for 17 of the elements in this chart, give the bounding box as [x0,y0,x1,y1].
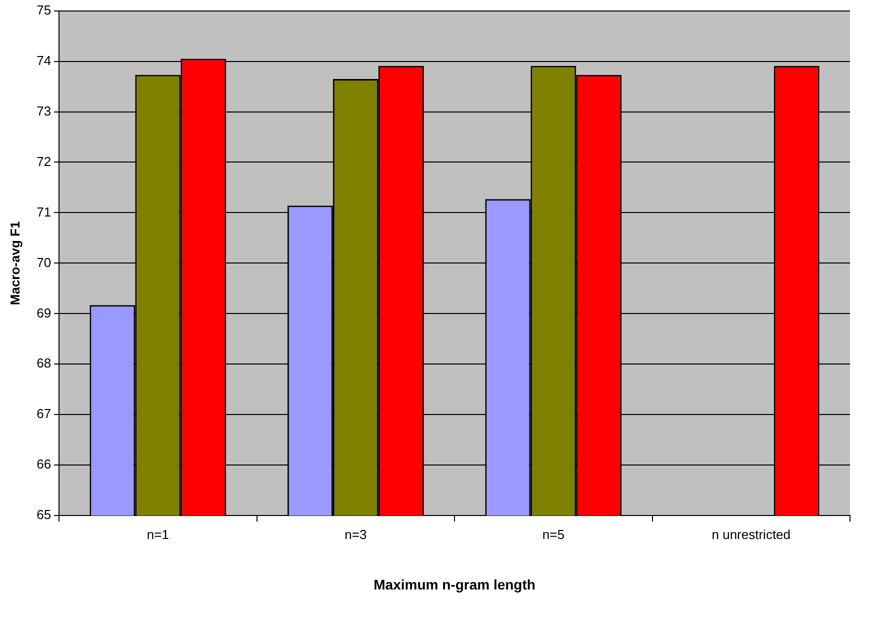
y-tick-label: 71 [36,204,52,220]
x-tick-label: n=1 [146,526,169,542]
y-tick-label: 74 [36,52,52,68]
y-tick-label: 66 [36,456,52,472]
y-tick-label: 75 [36,2,52,18]
y-tick-label: 65 [36,507,52,522]
y-tick-label: 69 [36,305,52,320]
y-tick-label: 72 [36,154,52,169]
y-tick-label: 68 [36,356,52,371]
y-tick-label: 67 [36,406,52,422]
y-axis-title: Macro-avg F1 [7,221,22,306]
x-tick-label: n=5 [542,526,564,542]
x-axis-title: Maximum n-gram length [374,576,536,592]
y-tick-label: 73 [36,103,52,118]
x-tick-label: n unrestricted [712,526,791,542]
x-tick-label: n=3 [344,526,367,542]
y-tick-label: 70 [36,254,52,270]
